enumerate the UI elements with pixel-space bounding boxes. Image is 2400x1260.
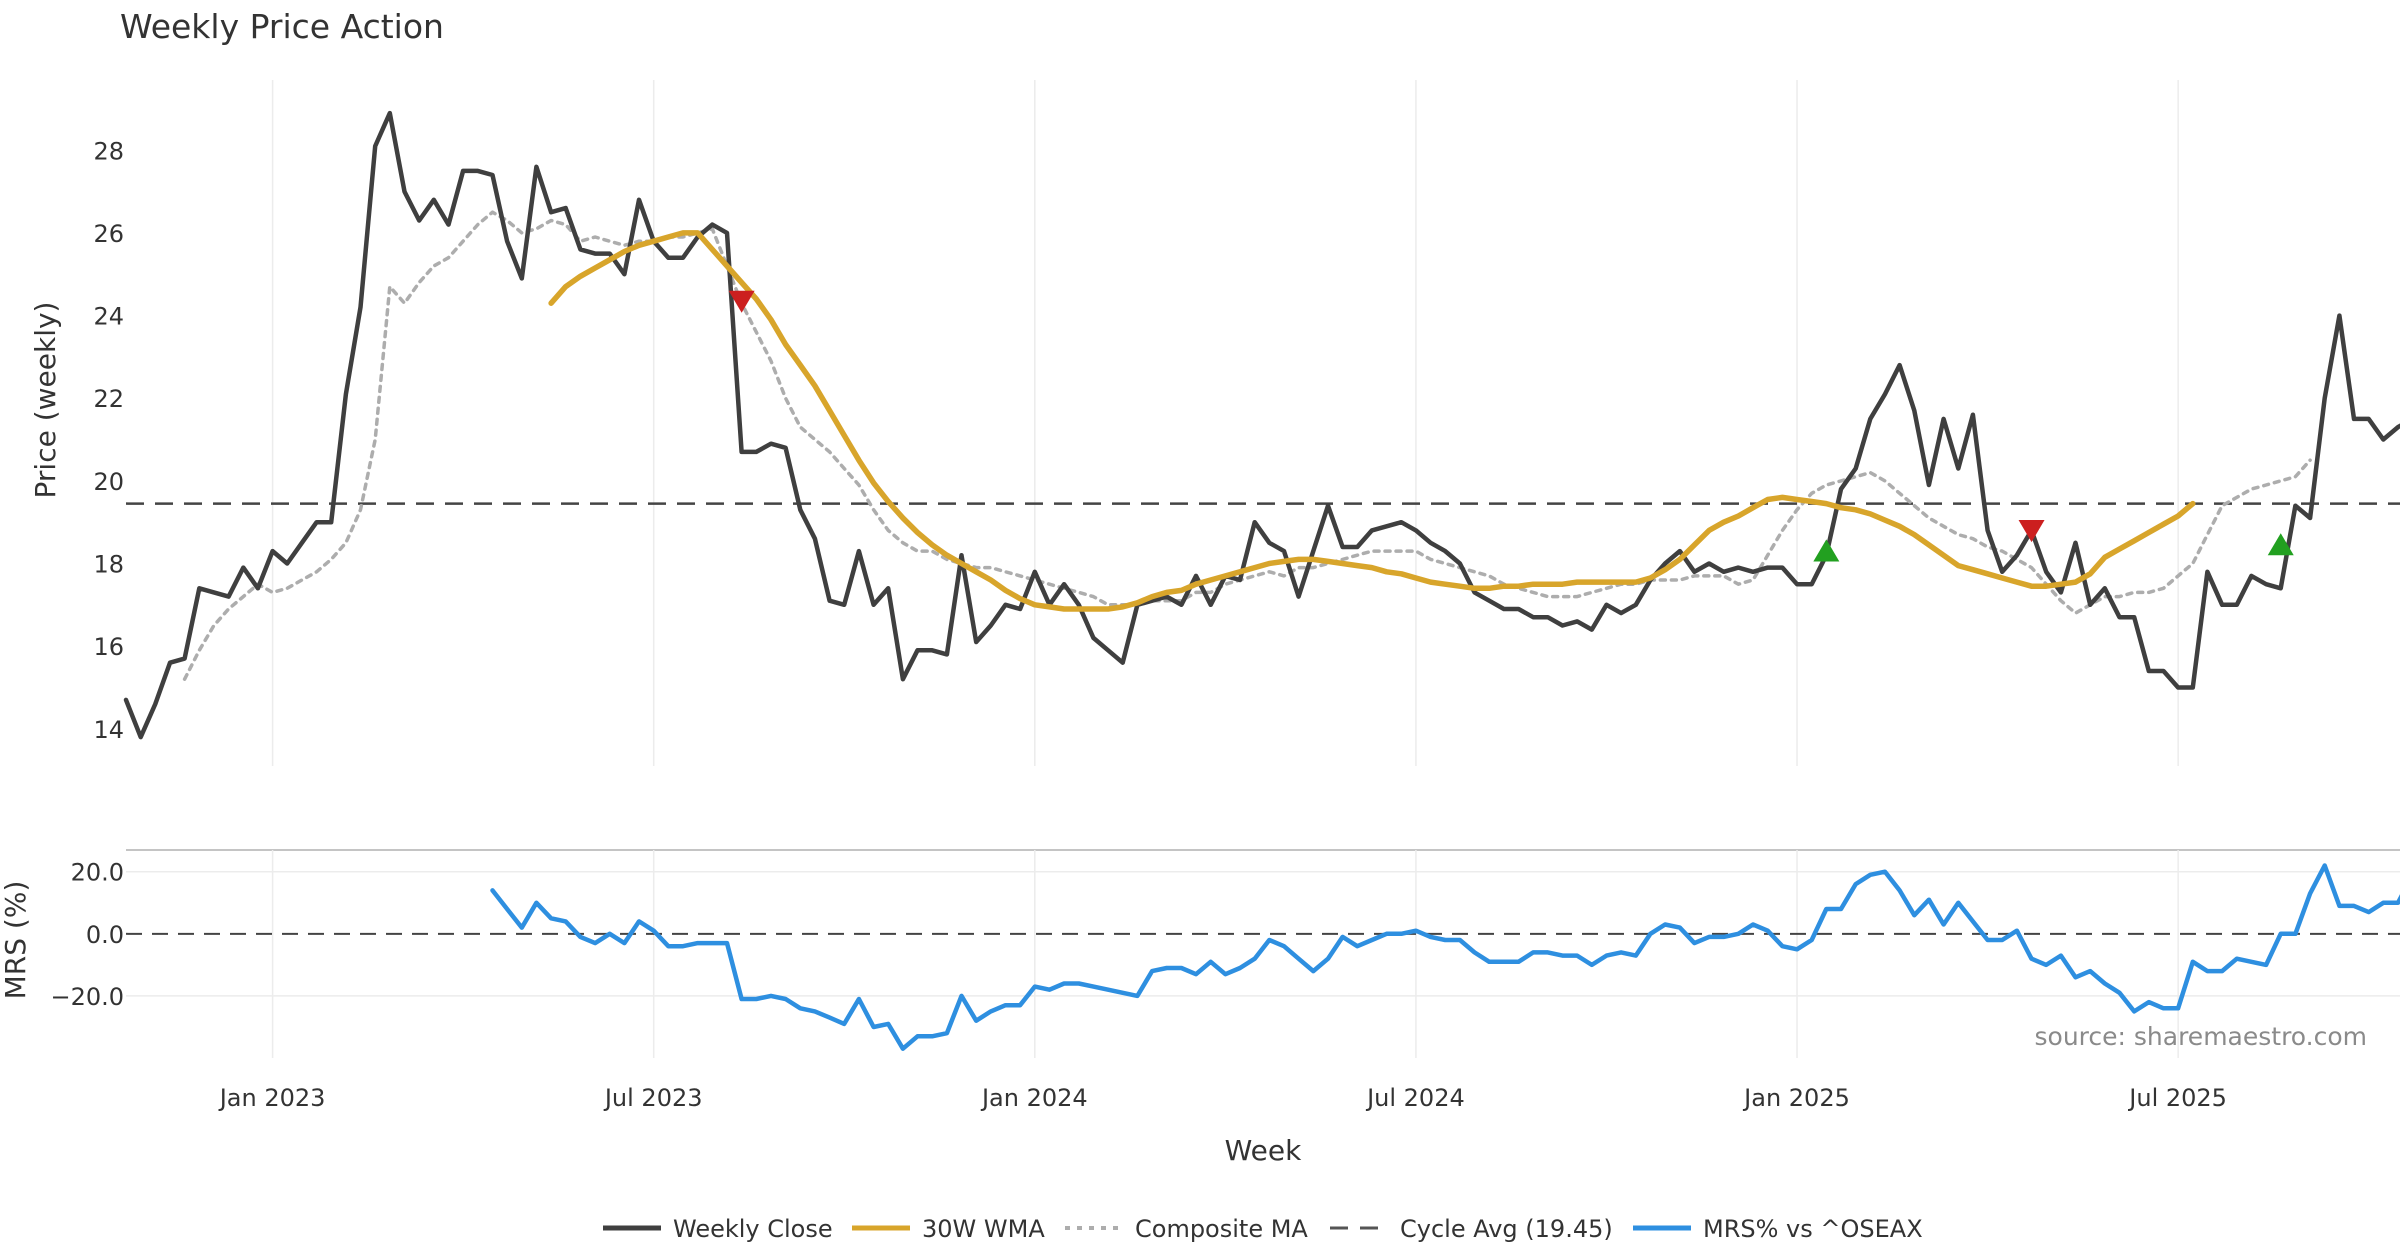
composite-ma-line: [182, 210, 2312, 681]
sell-signal-marker: [728, 290, 755, 313]
buy-signal-marker: [2267, 533, 2294, 556]
price-grid: [271, 80, 2179, 766]
mrs-y-axis-label: MRS (%): [0, 881, 32, 1000]
x-tick-label: Jan 2024: [980, 1084, 1088, 1112]
price-y-tick-label: 26: [93, 220, 124, 248]
weekly-close-line: [123, 110, 2400, 740]
chart-title: Weekly Price Action: [120, 7, 444, 46]
mrs-series: [490, 863, 2400, 1051]
price-y-tick-label: 28: [93, 137, 124, 165]
legend: Weekly Close 30W WMA Composite MA Cycle Avg…: [603, 1215, 1923, 1243]
x-axis-ticks: Jan 2023 Jul 2023 Jan 2024 Jul 2024 Jan 2025…: [218, 1084, 2227, 1112]
mrs-y-tick-label: −20.0: [50, 983, 124, 1011]
price-y-tick-label: 20: [93, 468, 124, 496]
x-tick-label: Jul 2025: [2127, 1084, 2227, 1112]
x-tick-label: Jan 2023: [218, 1084, 326, 1112]
x-tick-label: Jul 2023: [603, 1084, 703, 1112]
price-y-tick-label: 14: [93, 716, 124, 744]
legend-label: Weekly Close: [673, 1215, 833, 1243]
mrs-y-tick-label: 20.0: [71, 859, 124, 887]
sell-signal-marker: [2018, 520, 2045, 543]
legend-label: Composite MA: [1135, 1215, 1308, 1243]
price-y-tick-label: 22: [93, 385, 124, 413]
mrs-line: [490, 863, 2400, 1051]
source-credit: source: sharemaestro.com: [2035, 1022, 2368, 1051]
legend-label: MRS% vs ^OSEAX: [1703, 1215, 1923, 1243]
x-tick-label: Jul 2024: [1365, 1084, 1465, 1112]
price-series: [123, 110, 2400, 740]
wma-30w-line: [548, 230, 2196, 612]
mrs-grid: [126, 850, 2400, 1058]
price-panel: 14 16 18 20 22 24 26 28 Price (weekly): [29, 80, 2400, 766]
mrs-y-ticks: 20.0 0.0 −20.0: [50, 859, 124, 1011]
price-y-axis-label: Price (weekly): [29, 302, 62, 499]
price-y-tick-label: 16: [93, 633, 124, 661]
price-y-tick-label: 18: [93, 551, 124, 579]
mrs-panel: 20.0 0.0 −20.0 MRS (%) source: sharemaestr…: [0, 850, 2400, 1058]
price-y-ticks: 14 16 18 20 22 24 26 28: [93, 137, 124, 744]
mrs-y-tick-label: 0.0: [86, 921, 124, 949]
legend-label: 30W WMA: [922, 1215, 1045, 1243]
signal-markers: [728, 290, 2294, 562]
x-tick-label: Jan 2025: [1742, 1084, 1850, 1112]
buy-signal-marker: [1813, 539, 1840, 562]
legend-label: Cycle Avg (19.45): [1400, 1215, 1613, 1243]
price-y-tick-label: 24: [93, 303, 124, 331]
x-axis-label: Week: [1225, 1134, 1302, 1167]
